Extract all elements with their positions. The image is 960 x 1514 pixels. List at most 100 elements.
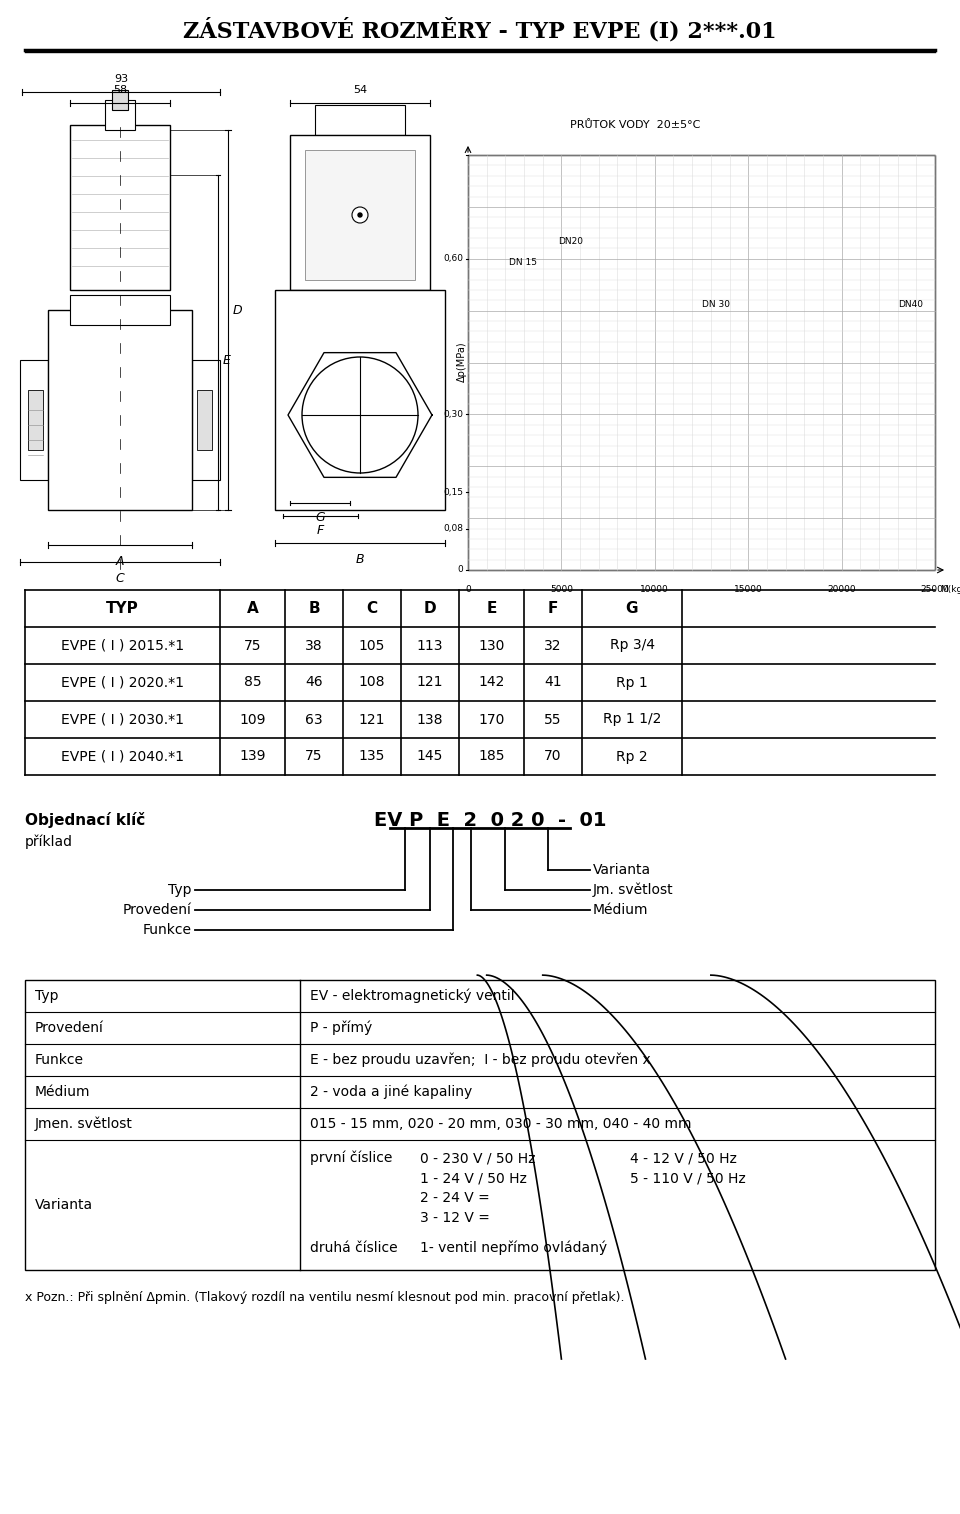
Text: 85: 85 [244, 675, 261, 689]
Text: M(kg.h⁻¹): M(kg.h⁻¹) [940, 584, 960, 593]
Text: 109: 109 [239, 713, 266, 727]
Bar [20, 360, 48, 480]
Text: 20000: 20000 [828, 584, 856, 593]
Text: Varianta: Varianta [35, 1198, 93, 1213]
Text: Δp(MPa): Δp(MPa) [457, 342, 467, 383]
Text: 1 - 24 V / 50 Hz: 1 - 24 V / 50 Hz [420, 1170, 527, 1185]
Text: 10000: 10000 [640, 584, 669, 593]
Text: 0: 0 [466, 584, 470, 593]
Text: 25000: 25000 [921, 584, 949, 593]
Text: EVPE ( I ) 2040.*1: EVPE ( I ) 2040.*1 [61, 749, 184, 763]
Bar [28, 391, 43, 450]
Text: A: A [247, 601, 258, 616]
Text: EVPE ( I ) 2030.*1: EVPE ( I ) 2030.*1 [61, 713, 184, 727]
Text: PRŮTOK VODY  20±5°C: PRŮTOK VODY 20±5°C [570, 120, 701, 130]
Text: 3 - 12 V =: 3 - 12 V = [420, 1211, 490, 1225]
Text: 55: 55 [544, 713, 562, 727]
Text: Rp 1: Rp 1 [616, 675, 648, 689]
Text: 015 - 15 mm, 020 - 20 mm, 030 - 30 mm, 040 - 40 mm: 015 - 15 mm, 020 - 20 mm, 030 - 30 mm, 0… [310, 1117, 691, 1131]
Text: 2 - 24 V =: 2 - 24 V = [420, 1192, 490, 1205]
Text: DN20: DN20 [558, 238, 583, 247]
Text: DN 15: DN 15 [509, 257, 537, 266]
Bar [48, 310, 192, 510]
Text: 170: 170 [478, 713, 505, 727]
Text: 145: 145 [417, 749, 444, 763]
Text: 0,15: 0,15 [443, 488, 463, 497]
Text: Jm. světlost: Jm. světlost [593, 883, 674, 898]
Bar [70, 126, 170, 291]
Text: 41: 41 [544, 675, 562, 689]
Text: D: D [423, 601, 436, 616]
Text: 0,08: 0,08 [443, 524, 463, 533]
Bar [112, 89, 128, 111]
Text: 58: 58 [113, 85, 127, 95]
Text: 113: 113 [417, 639, 444, 653]
Text: 93: 93 [114, 74, 128, 83]
Text: D: D [233, 303, 243, 316]
Text: TYP: TYP [107, 601, 139, 616]
Text: 75: 75 [305, 749, 323, 763]
Text: 4 - 12 V / 50 Hz: 4 - 12 V / 50 Hz [630, 1151, 737, 1164]
Bar [197, 391, 212, 450]
Text: Typ: Typ [169, 883, 192, 896]
Circle shape [352, 207, 368, 223]
Text: C: C [115, 572, 125, 584]
Text: příklad: příklad [25, 834, 73, 849]
Text: 75: 75 [244, 639, 261, 653]
Text: Funkce: Funkce [35, 1054, 84, 1067]
Text: EVPE ( I ) 2020.*1: EVPE ( I ) 2020.*1 [61, 675, 184, 689]
Text: A: A [116, 556, 124, 568]
Text: Provedení: Provedení [35, 1020, 104, 1036]
Text: Médium: Médium [35, 1086, 90, 1099]
Text: EV - elektromagnetický ventil: EV - elektromagnetický ventil [310, 989, 515, 1004]
Text: 135: 135 [359, 749, 385, 763]
Circle shape [358, 213, 362, 217]
Text: Jmen. světlost: Jmen. světlost [35, 1117, 132, 1131]
Text: 130: 130 [478, 639, 505, 653]
Text: 121: 121 [359, 713, 385, 727]
Text: ZÁSTAVBOVÉ ROZMĚRY - TYP EVPE (I) 2***.01: ZÁSTAVBOVÉ ROZMĚRY - TYP EVPE (I) 2***.0… [183, 18, 777, 42]
Text: 70: 70 [544, 749, 562, 763]
Text: E: E [223, 353, 230, 366]
Text: 38: 38 [305, 639, 323, 653]
Bar [468, 154, 935, 569]
Text: F: F [548, 601, 558, 616]
Text: G: G [315, 512, 324, 524]
Text: 108: 108 [359, 675, 385, 689]
Text: B: B [356, 553, 364, 566]
Bar [70, 295, 170, 326]
Text: DN 30: DN 30 [702, 300, 730, 309]
Text: 105: 105 [359, 639, 385, 653]
Text: 0,60: 0,60 [443, 254, 463, 263]
Text: P - přímý: P - přímý [310, 1020, 372, 1036]
Text: EVPE ( I ) 2015.*1: EVPE ( I ) 2015.*1 [60, 639, 184, 653]
Bar [315, 104, 405, 135]
Text: E - bez proudu uzavřen;  I - bez proudu otevřen x: E - bez proudu uzavřen; I - bez proudu o… [310, 1052, 651, 1067]
Text: B: B [308, 601, 320, 616]
Text: Objednací klíč: Objednací klíč [25, 812, 145, 828]
Text: 63: 63 [305, 713, 323, 727]
Text: 32: 32 [544, 639, 562, 653]
Text: 0 - 230 V / 50 Hz: 0 - 230 V / 50 Hz [420, 1151, 536, 1164]
Text: 54: 54 [353, 85, 367, 95]
Bar [105, 100, 135, 130]
Text: 0,30: 0,30 [443, 410, 463, 419]
Text: Funkce: Funkce [143, 924, 192, 937]
Text: Médium: Médium [593, 902, 649, 917]
Text: Provedení: Provedení [123, 902, 192, 917]
Text: 5 - 110 V / 50 Hz: 5 - 110 V / 50 Hz [630, 1170, 746, 1185]
Text: Rp 1 1/2: Rp 1 1/2 [603, 713, 661, 727]
Bar [305, 150, 415, 280]
Text: první číslice: první číslice [310, 1151, 393, 1166]
Text: F: F [317, 524, 324, 537]
Text: 139: 139 [239, 749, 266, 763]
Text: druhá číslice: druhá číslice [310, 1241, 397, 1255]
Text: EV P  E  2  0 2 0  -  01: EV P E 2 0 2 0 - 01 [373, 810, 607, 830]
Text: 0: 0 [457, 566, 463, 574]
Text: 138: 138 [417, 713, 444, 727]
Text: G: G [626, 601, 638, 616]
Circle shape [302, 357, 418, 472]
Text: E: E [487, 601, 496, 616]
Text: Rp 3/4: Rp 3/4 [610, 639, 655, 653]
Text: 5000: 5000 [550, 584, 573, 593]
